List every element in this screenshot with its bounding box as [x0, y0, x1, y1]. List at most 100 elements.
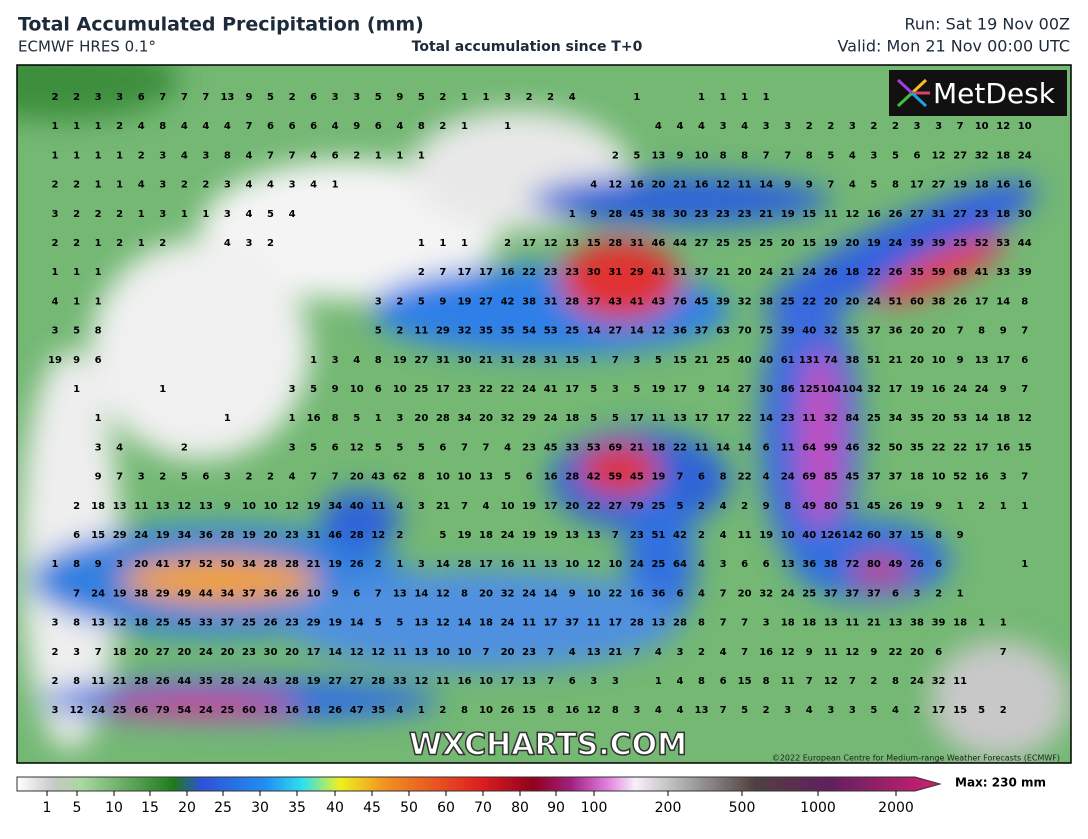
grid-value: 9: [806, 180, 813, 191]
grid-value: 16: [630, 180, 644, 191]
grid-value: 17: [673, 384, 687, 395]
grid-value: 4: [720, 501, 727, 512]
grid-value: 12: [932, 150, 946, 161]
grid-value: 10: [264, 501, 278, 512]
grid-value: 1: [310, 355, 317, 366]
grid-value: 41: [544, 384, 558, 395]
grid-value: 16: [307, 413, 321, 424]
grid-value: 11: [651, 413, 665, 424]
grid-value: 5: [892, 150, 899, 161]
grid-value: 1: [720, 92, 727, 103]
grid-value: 17: [932, 705, 946, 716]
grid-value: 31: [932, 209, 946, 220]
grid-value: 4: [806, 705, 813, 716]
grid-value: 19: [307, 676, 321, 687]
grid-value: 10: [242, 501, 256, 512]
grid-value: 18: [91, 501, 105, 512]
grid-value: 28: [565, 472, 579, 483]
grid-value: 2: [439, 705, 446, 716]
grid-value: 11: [436, 676, 450, 687]
grid-value: 19: [393, 355, 407, 366]
grid-value: 1: [957, 501, 964, 512]
grid-value: 4: [590, 180, 597, 191]
grid-value: 1: [483, 92, 490, 103]
grid-value: 25: [953, 238, 967, 249]
grid-value: 37: [867, 588, 881, 599]
grid-value: 66: [134, 705, 148, 716]
grid-value: 8: [612, 705, 619, 716]
grid-value: 24: [781, 588, 795, 599]
grid-value: 18: [113, 647, 127, 658]
grid-value: 2: [159, 238, 166, 249]
grid-value: 10: [695, 150, 709, 161]
grid-value: 1: [52, 121, 59, 132]
grid-value: 13: [479, 472, 493, 483]
grid-value: 4: [310, 150, 317, 161]
grid-value: 5: [181, 472, 188, 483]
grid-value: 45: [867, 501, 881, 512]
grid-value: 1: [396, 559, 403, 570]
grid-value: 6: [439, 442, 446, 453]
grid-value: 49: [888, 559, 902, 570]
grid-value: 27: [738, 384, 752, 395]
grid-value: 7: [720, 618, 727, 629]
grid-value: 6: [526, 472, 533, 483]
grid-value: 53: [544, 326, 558, 337]
grid-value: 9: [353, 121, 360, 132]
grid-value: 3: [138, 472, 145, 483]
grid-value: 41: [651, 267, 665, 278]
grid-value: 31: [630, 238, 644, 249]
grid-value: 45: [630, 209, 644, 220]
grid-value: 14: [350, 618, 364, 629]
grid-value: 8: [73, 559, 80, 570]
grid-value: 12: [177, 501, 191, 512]
grid-value: 4: [655, 647, 662, 658]
grid-value: 46: [328, 530, 342, 541]
grid-value: 8: [73, 618, 80, 629]
grid-value: 6: [935, 647, 942, 658]
grid-value: 1: [52, 267, 59, 278]
grid-value: 32: [738, 296, 752, 307]
grid-value: 24: [522, 384, 536, 395]
grid-value: 39: [910, 238, 924, 249]
grid-value: 1: [504, 121, 511, 132]
grid-value: 33: [996, 267, 1010, 278]
grid-value: 23: [285, 618, 299, 629]
grid-value: 3: [52, 326, 59, 337]
grid-value: 19: [544, 530, 558, 541]
grid-value: 17: [544, 618, 558, 629]
grid-value: 24: [630, 559, 644, 570]
grid-value: 9: [95, 472, 102, 483]
grid-value: 12: [845, 209, 859, 220]
grid-value: 5: [655, 355, 662, 366]
grid-value: 1: [375, 413, 382, 424]
grid-value: 5: [870, 180, 877, 191]
grid-value: 4: [267, 180, 274, 191]
grid-value: 12: [587, 559, 601, 570]
grid-value: 24: [1018, 150, 1032, 161]
grid-value: 1: [224, 413, 231, 424]
grid-value: 1: [396, 150, 403, 161]
grid-value: 17: [565, 384, 579, 395]
grid-value: 12: [996, 121, 1010, 132]
grid-value: 7: [1021, 384, 1028, 395]
grid-value: 25: [867, 413, 881, 424]
grid-value: 17: [501, 676, 515, 687]
grid-value: 8: [461, 705, 468, 716]
grid-value: 4: [289, 472, 296, 483]
grid-value: 5: [310, 384, 317, 395]
grid-value: 45: [544, 442, 558, 453]
grid-value: 9: [396, 92, 403, 103]
grid-value: 32: [932, 676, 946, 687]
grid-value: 45: [695, 296, 709, 307]
colorbar-tick-label: 500: [729, 800, 756, 816]
grid-value: 3: [870, 150, 877, 161]
grid-value: 24: [910, 676, 924, 687]
grid-value: 3: [633, 705, 640, 716]
grid-value: 4: [569, 647, 576, 658]
grid-value: 1: [418, 150, 425, 161]
grid-value: 26: [888, 267, 902, 278]
grid-value: 14: [716, 442, 730, 453]
grid-value: 2: [504, 238, 511, 249]
valid: Valid: Mon 21 Nov 00:00 UTC: [837, 37, 1070, 56]
